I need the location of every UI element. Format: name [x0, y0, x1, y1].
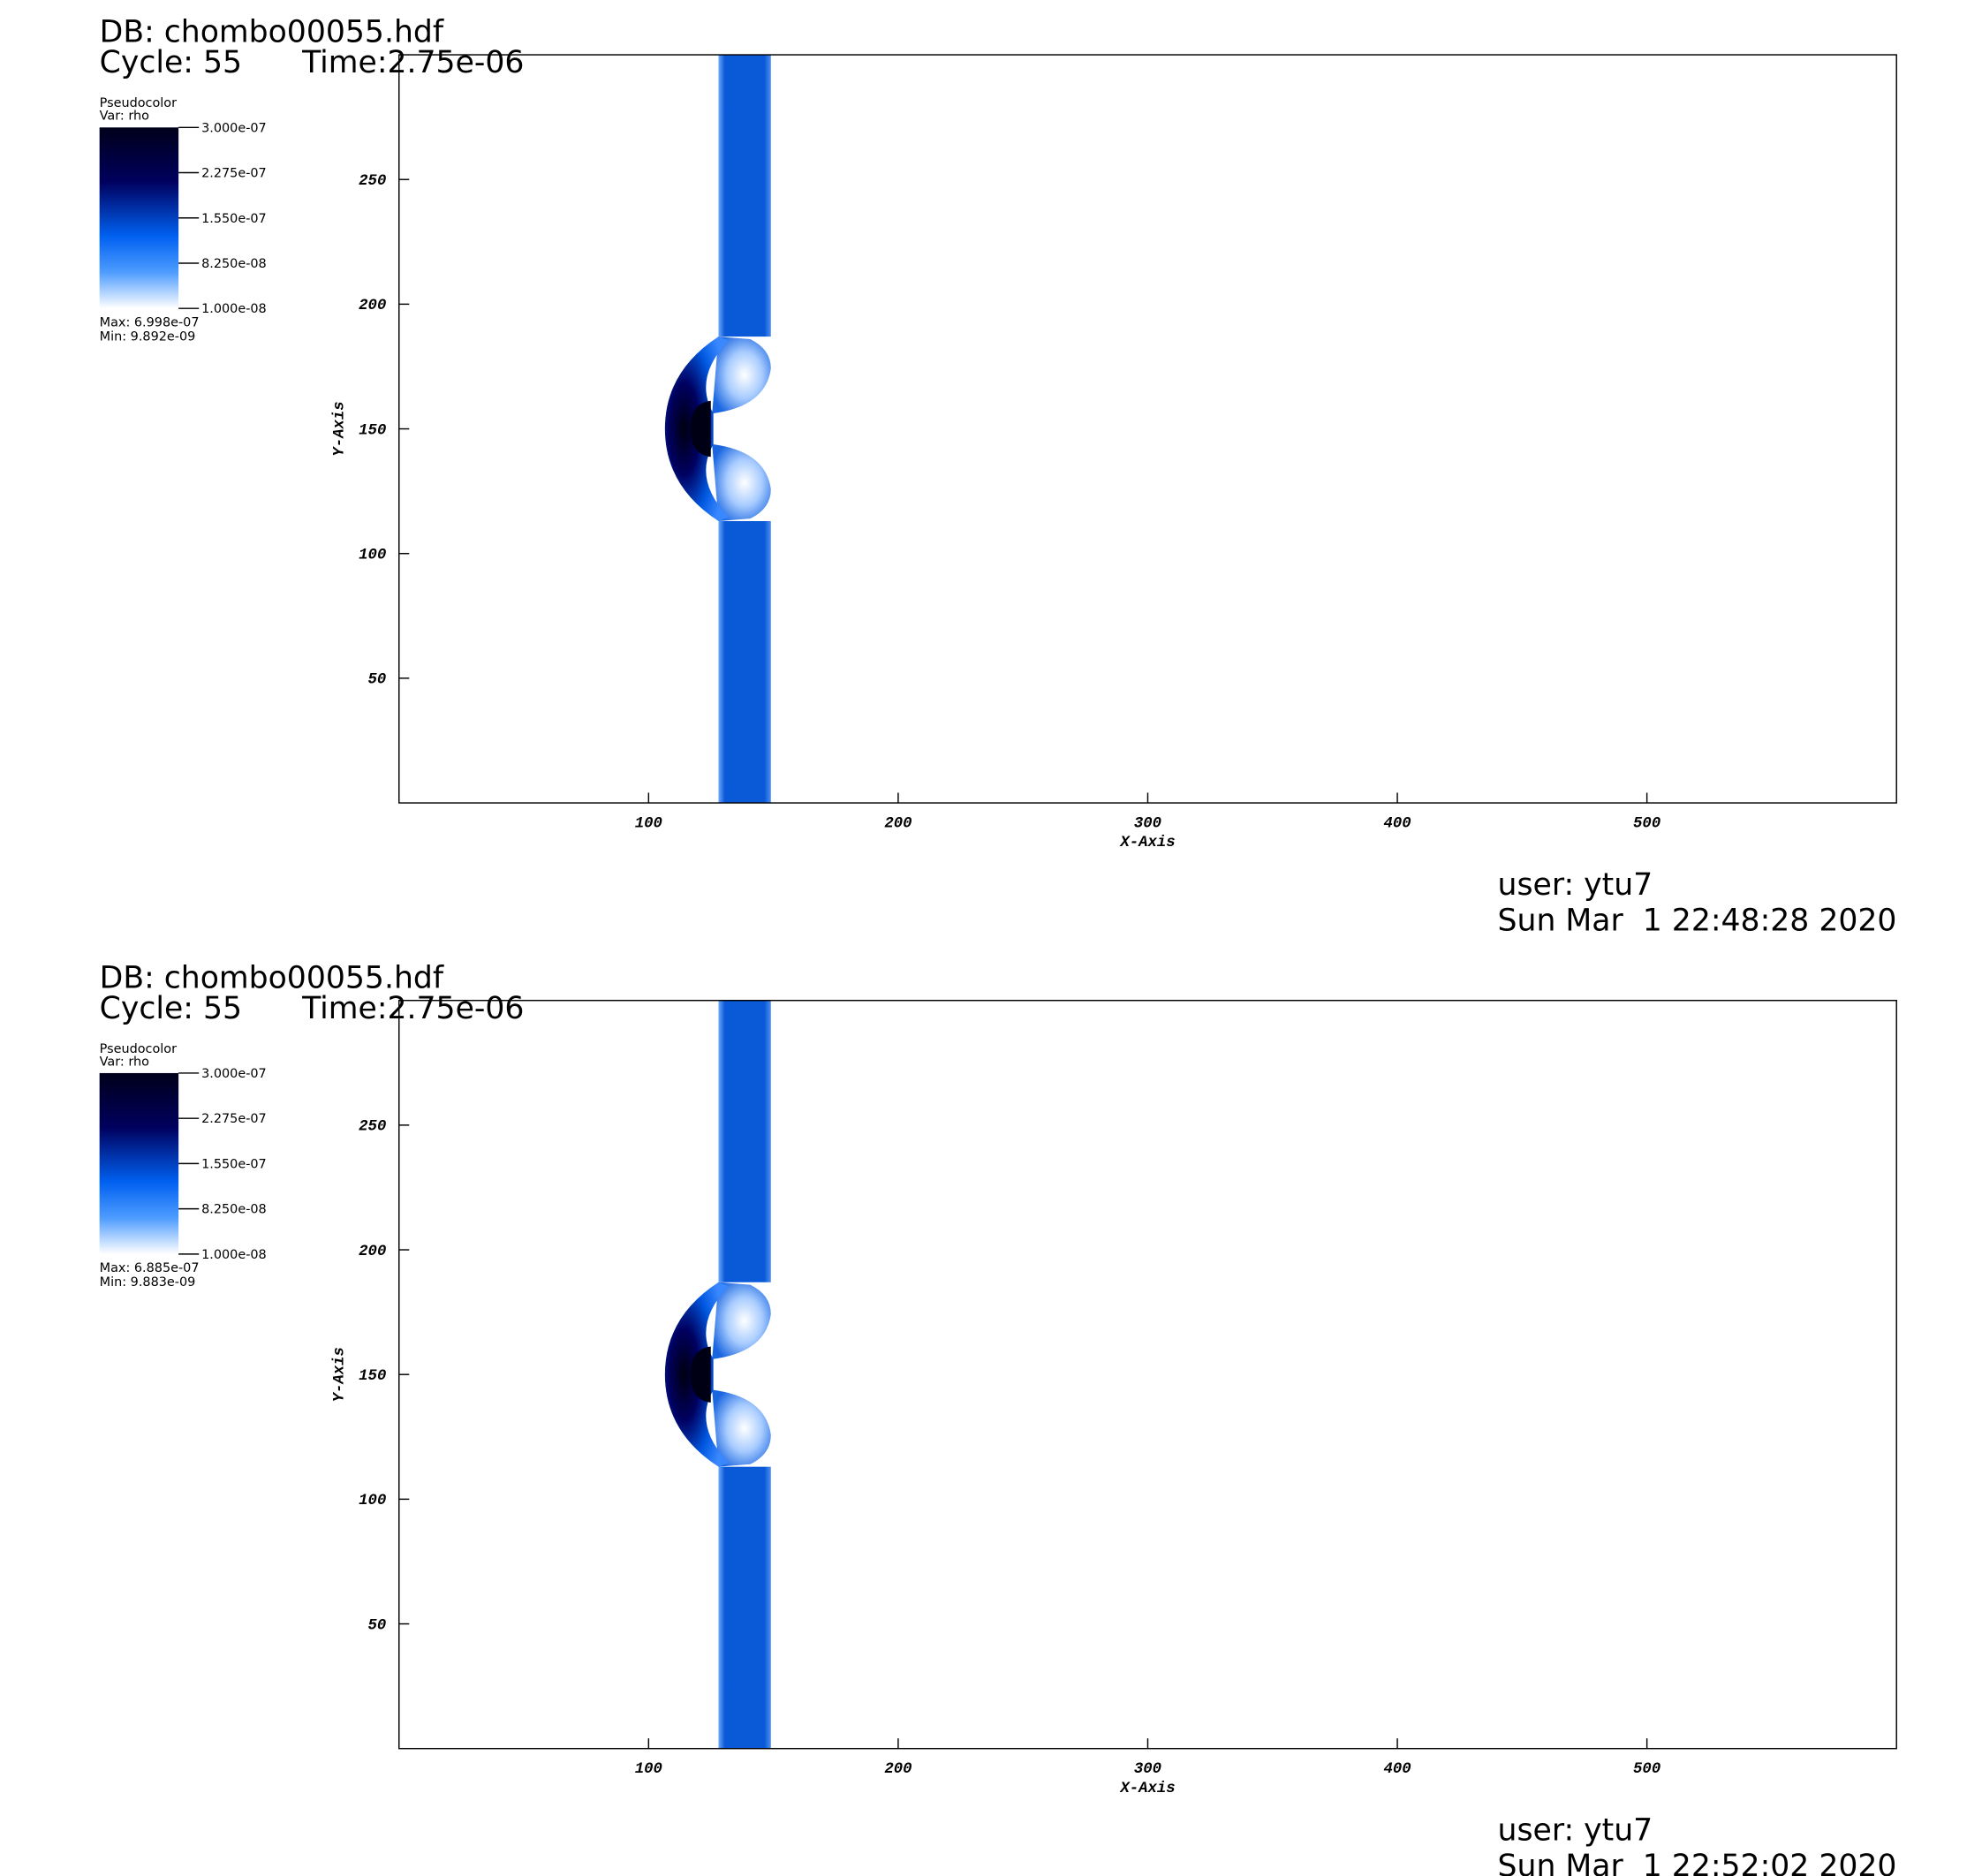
colorbar-tick-label: 2.275e-07 — [201, 1112, 267, 1126]
lower-lobe — [712, 443, 771, 522]
legend-title: Pseudocolor — [100, 96, 177, 110]
plot-frame — [398, 999, 1897, 1750]
colorbar — [99, 1072, 179, 1254]
db-name: DB: chombo00055.hdf — [100, 960, 444, 995]
x-tick-label: 200 — [884, 1761, 912, 1778]
date: Sun Mar 1 22:52:02 2020 — [1498, 1849, 1897, 1876]
upper-lobe — [712, 1282, 771, 1359]
y-tick-label: 250 — [359, 1119, 386, 1136]
x-tick-label: 100 — [635, 815, 662, 832]
y-tick-label: 200 — [359, 298, 386, 314]
cycle: Cycle: 55 — [100, 45, 242, 80]
date: Sun Mar 1 22:48:28 2020 — [1498, 903, 1897, 938]
user: user: ytu7 — [1498, 1813, 1653, 1849]
db-name: DB: chombo00055.hdf — [100, 15, 444, 50]
legend-var: Var: rho — [100, 1055, 149, 1069]
panel: 100 200 300 400 500 50 100 150 200 250 X-Axis Y-Axi… — [99, 960, 1897, 1876]
min-value: Min: 9.883e-09 — [100, 1275, 196, 1290]
x-tick-label: 300 — [1134, 815, 1161, 832]
x-axis-title: X-Axis — [1119, 835, 1175, 851]
colorbar-tick-label: 8.250e-08 — [201, 257, 267, 271]
y-tick-label: 250 — [359, 173, 386, 190]
colorbar — [99, 127, 179, 309]
x-axis-title: X-Axis — [1119, 1781, 1175, 1797]
x-tick-label: 200 — [884, 815, 912, 832]
max-value: Max: 6.998e-07 — [100, 315, 200, 329]
x-tick-label: 400 — [1383, 1761, 1411, 1778]
max-value: Max: 6.885e-07 — [100, 1261, 200, 1275]
legend-var: Var: rho — [100, 110, 149, 124]
plot-frame — [398, 54, 1897, 804]
y-axis-title: Y-Axis — [331, 401, 348, 456]
colorbar-tick-label: 2.275e-07 — [201, 167, 267, 181]
core — [690, 1346, 711, 1403]
core — [690, 400, 711, 458]
x-tick-label: 400 — [1383, 815, 1411, 832]
density-field — [664, 55, 771, 804]
y-tick-label: 50 — [368, 1617, 387, 1634]
legend-title: Pseudocolor — [100, 1042, 177, 1056]
time: Time:2.75e-06 — [301, 45, 524, 80]
upper-lobe — [712, 337, 771, 414]
y-tick-label: 100 — [359, 1493, 386, 1509]
time: Time:2.75e-06 — [301, 991, 524, 1026]
x-tick-label: 500 — [1633, 1761, 1660, 1778]
cycle: Cycle: 55 — [100, 991, 242, 1026]
y-tick-label: 50 — [368, 672, 387, 689]
y-tick-label: 100 — [359, 547, 386, 564]
y-tick-label: 150 — [359, 1368, 386, 1385]
user: user: ytu7 — [1498, 867, 1653, 903]
y-tick-label: 150 — [359, 422, 386, 439]
colorbar-tick-label: 1.550e-07 — [201, 1157, 267, 1171]
band — [718, 55, 771, 337]
colorbar-tick-label: 1.000e-08 — [201, 1248, 267, 1262]
colorbar-tick-label: 8.250e-08 — [201, 1203, 267, 1217]
colorbar-tick-label: 3.000e-07 — [201, 121, 267, 135]
y-tick-label: 200 — [359, 1244, 386, 1260]
x-tick-label: 500 — [1633, 815, 1660, 832]
lower-lobe — [712, 1389, 771, 1467]
x-tick-label: 300 — [1134, 1761, 1161, 1778]
colorbar-tick-label: 3.000e-07 — [201, 1067, 267, 1081]
density-field — [664, 1000, 771, 1749]
band — [718, 1466, 771, 1749]
x-tick-label: 100 — [635, 1761, 662, 1778]
colorbar-tick-label: 1.550e-07 — [201, 212, 267, 226]
panel: 100 200 300 400 500 50 100 150 200 250 X-Axis Y-Axi… — [99, 15, 1897, 938]
y-axis-title: Y-Axis — [331, 1347, 348, 1402]
band — [718, 521, 771, 804]
band — [718, 1000, 771, 1282]
min-value: Min: 9.892e-09 — [100, 329, 196, 344]
colorbar-tick-label: 1.000e-08 — [201, 302, 267, 316]
